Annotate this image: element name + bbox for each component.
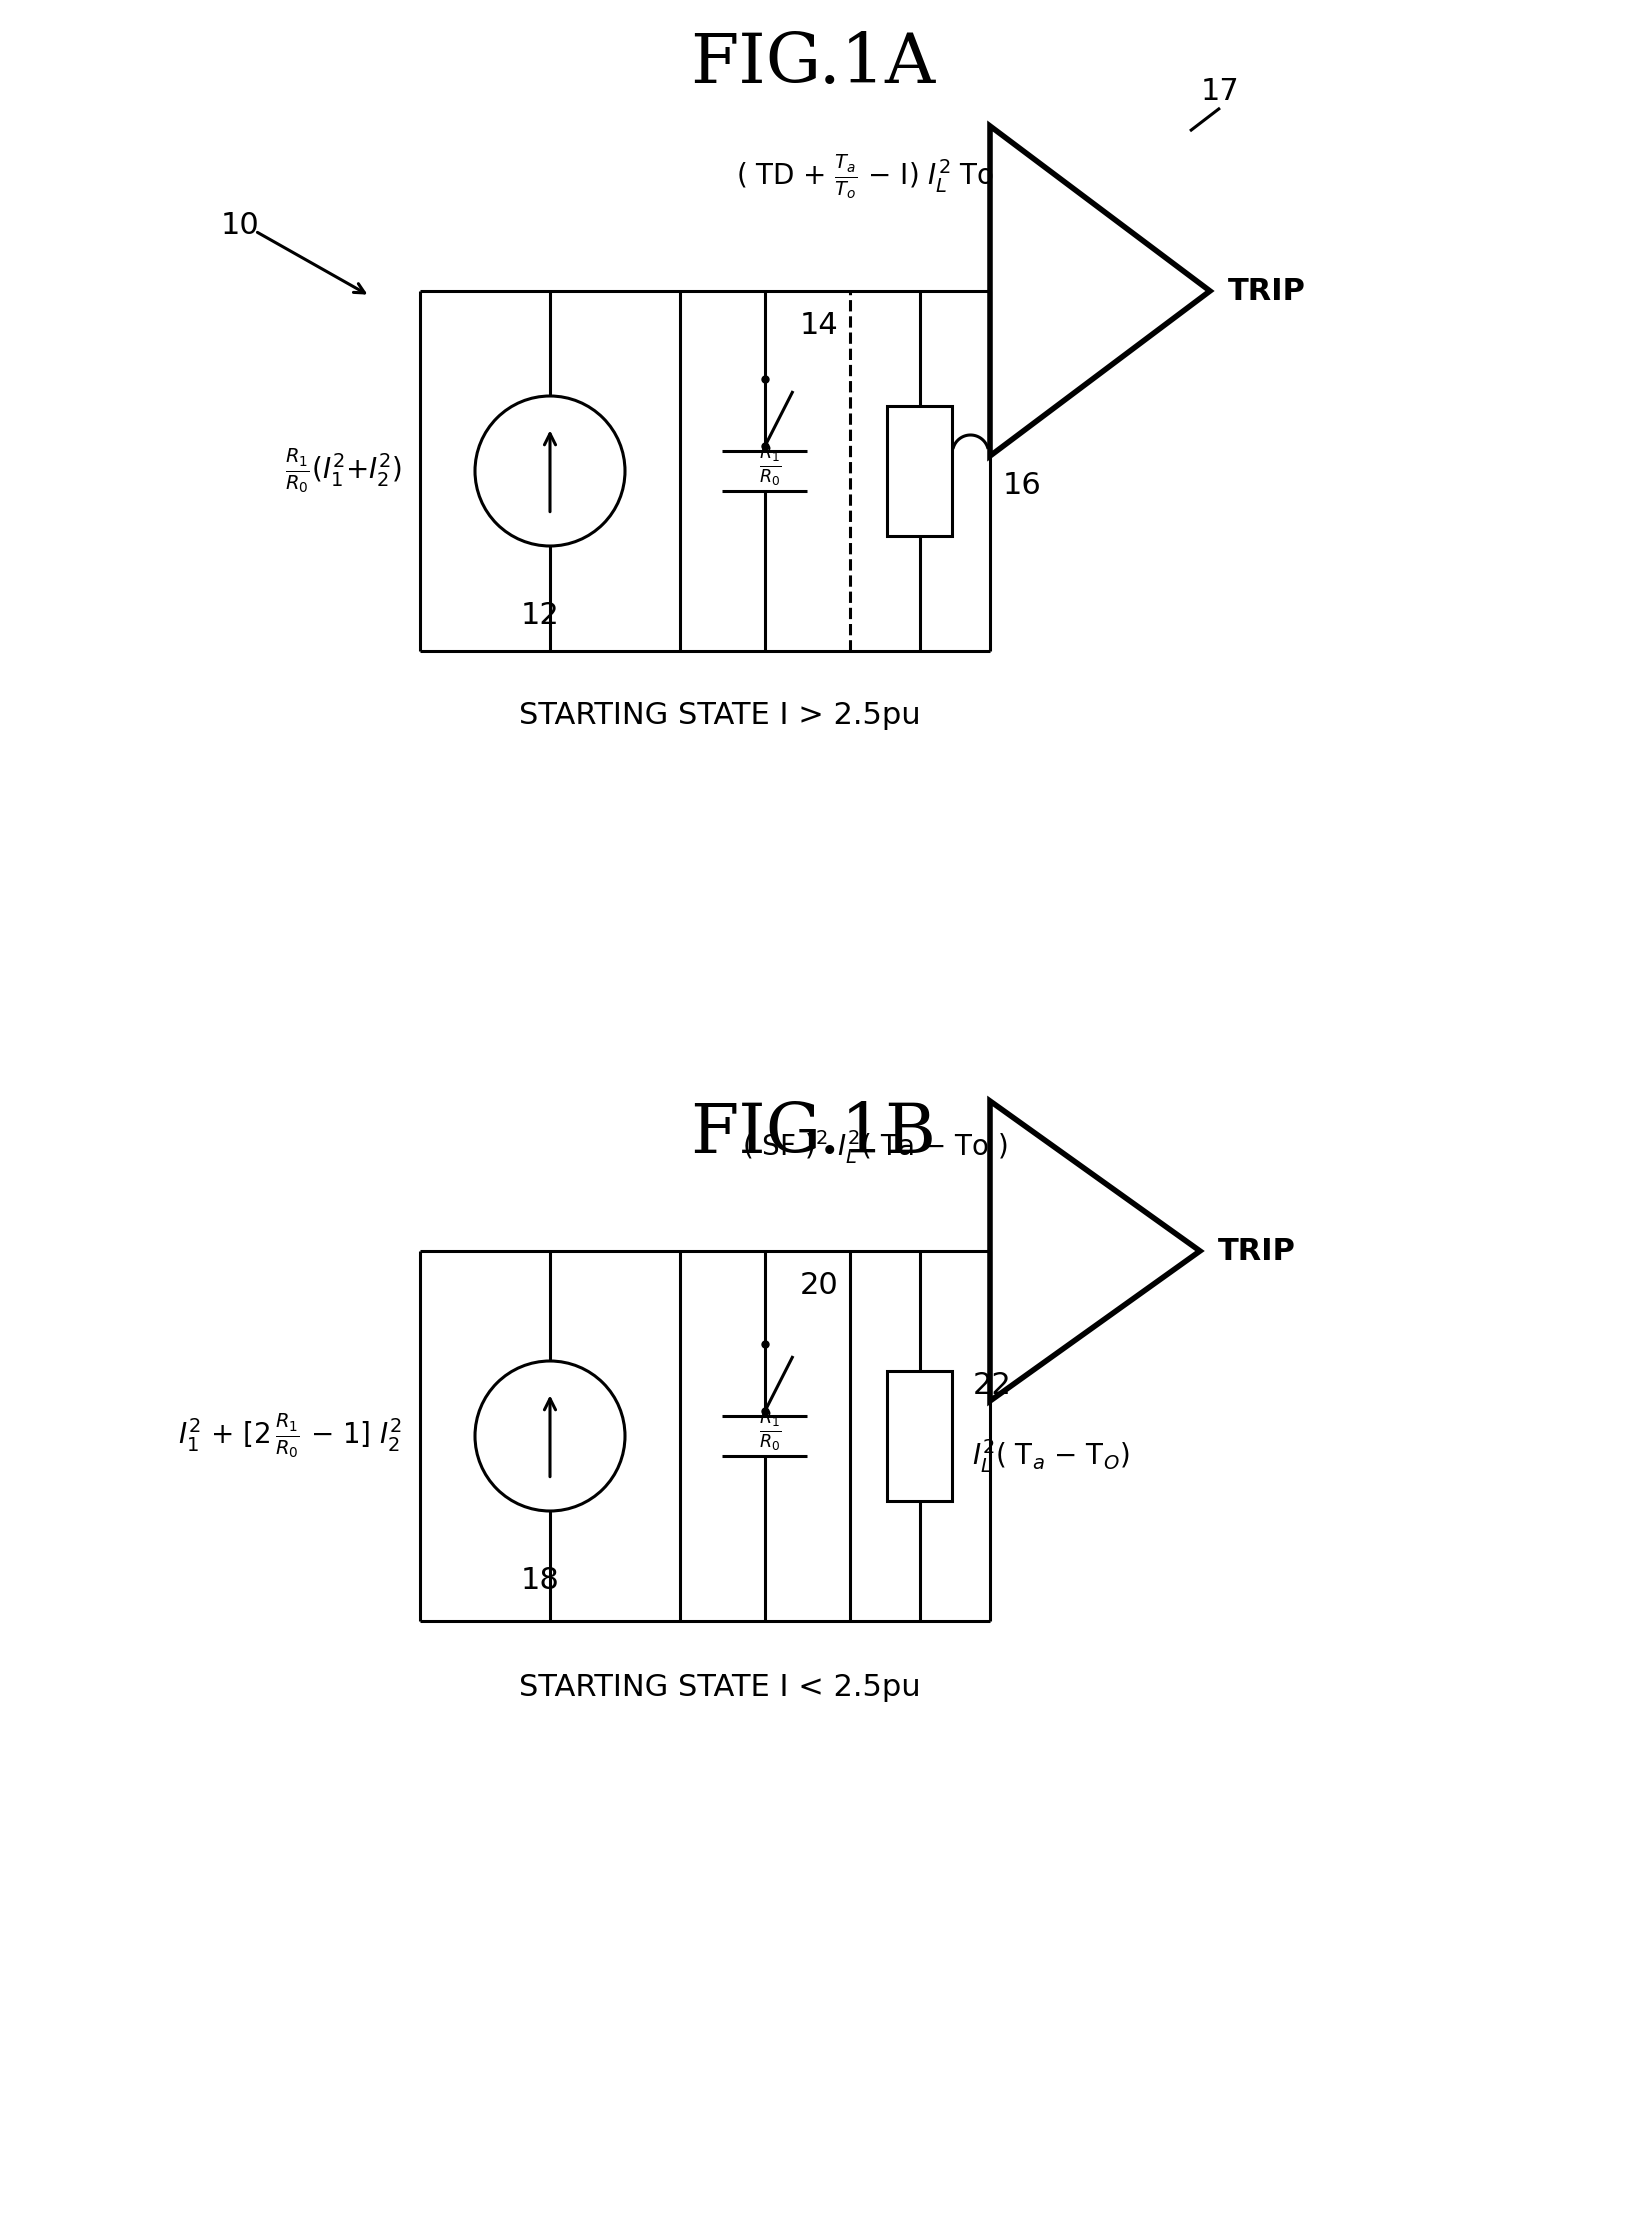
Text: TRIP: TRIP: [1219, 1236, 1295, 1265]
Text: 16: 16: [1002, 471, 1041, 500]
Text: 10: 10: [221, 212, 259, 241]
Bar: [887, 406, 952, 535]
Text: FIG.1B: FIG.1B: [690, 1102, 936, 1167]
Bar: [887, 1372, 952, 1501]
Text: $I_1^2$ + [2$\,\frac{R_1}{R_0}$ $-$ 1] $I_2^2$: $I_1^2$ + [2$\,\frac{R_1}{R_0}$ $-$ 1] $…: [177, 1412, 402, 1461]
Text: $\frac{R_1}{R_0}$: $\frac{R_1}{R_0}$: [758, 444, 781, 489]
Text: $I_L^2$( T$_a$ $-$ T$_O$): $I_L^2$( T$_a$ $-$ T$_O$): [973, 1437, 1131, 1475]
Text: FIG.1A: FIG.1A: [690, 31, 936, 98]
Text: 14: 14: [800, 310, 840, 339]
Text: 20: 20: [800, 1272, 840, 1301]
Text: ( SF )$^2$ $I_L^2$( Ta $-$ To ): ( SF )$^2$ $I_L^2$( Ta $-$ To ): [742, 1129, 1009, 1167]
Text: 18: 18: [521, 1566, 560, 1595]
Text: ( TD + $\frac{T_a}{T_o}$ $-$ I) $I_L^2$ To: ( TD + $\frac{T_a}{T_o}$ $-$ I) $I_L^2$ …: [735, 152, 994, 201]
Text: $\frac{R_1}{R_0}$($I_1^2$+$I_2^2$): $\frac{R_1}{R_0}$($I_1^2$+$I_2^2$): [285, 446, 402, 495]
Text: TRIP: TRIP: [1228, 277, 1306, 306]
Text: 22: 22: [973, 1372, 1012, 1401]
Text: STARTING STATE I < 2.5pu: STARTING STATE I < 2.5pu: [519, 1673, 921, 1702]
Text: $\frac{R_1}{R_0}$: $\frac{R_1}{R_0}$: [758, 1410, 781, 1452]
Text: 12: 12: [521, 600, 560, 629]
Text: STARTING STATE I > 2.5pu: STARTING STATE I > 2.5pu: [519, 701, 921, 730]
Text: 17: 17: [1201, 78, 1240, 107]
